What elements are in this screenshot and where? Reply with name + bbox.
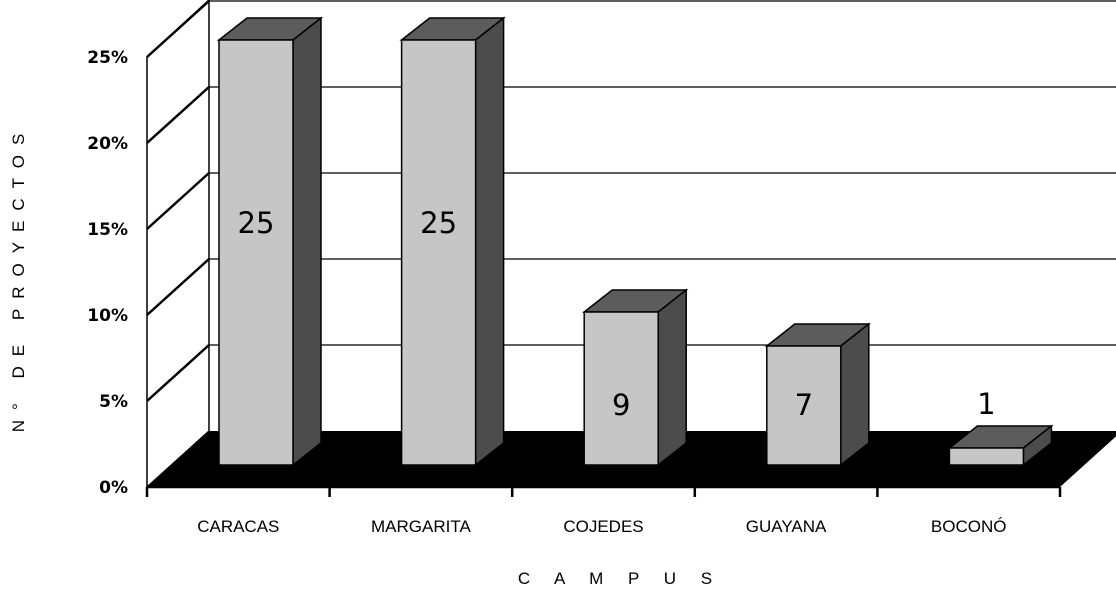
bar-side [292, 16, 322, 467]
bar-front [766, 345, 842, 466]
bar-side [474, 16, 505, 467]
x-axis-ticks: CARACAS MARGARITA COJEDES GUAYANA BOCONÓ [145, 487, 1062, 536]
y-axis-ticks: 0% 5% 10% 15% 20% 25% [87, 48, 128, 498]
y-tick-label: 0% [99, 478, 128, 498]
bar-cojedes [582, 288, 689, 467]
y-tick-label: 15% [87, 220, 128, 240]
x-tick-label: COJEDES [563, 517, 643, 536]
gridline-wall [146, 258, 210, 316]
bar-side [840, 322, 870, 467]
gridline-wall [146, 86, 210, 144]
x-axis-title: C A M P U S [518, 569, 722, 588]
y-tick-label: 25% [87, 48, 128, 68]
x-tick-label: BOCONÓ [931, 517, 1007, 536]
bar-guayana [764, 322, 871, 467]
data-label: 1 [977, 387, 995, 421]
bar-margarita [399, 16, 506, 467]
data-label: 25 [420, 206, 457, 240]
bar-front [400, 39, 477, 466]
y-tick-label: 20% [87, 134, 128, 154]
data-labels: 25 25 9 7 1 [238, 206, 996, 422]
x-tick-label: MARGARITA [371, 517, 471, 536]
data-label: 9 [612, 388, 630, 422]
x-tick-label: GUAYANA [746, 517, 827, 536]
bars [216, 16, 1054, 467]
bar-side [657, 288, 687, 467]
gridline-wall [146, 172, 210, 230]
chart-walls [146, 0, 1116, 489]
bar-front [583, 311, 659, 466]
bar-front [218, 39, 294, 466]
y-tick-label: 5% [99, 392, 128, 412]
x-tick-label: CARACAS [197, 517, 279, 536]
y-axis-title: N° DE PROYECTOS [9, 124, 28, 433]
y-tick-label: 10% [87, 306, 128, 326]
bar-front [948, 447, 1025, 466]
gridline-wall [146, 0, 210, 58]
left-wall [146, 0, 210, 489]
bar-boconó [947, 424, 1054, 467]
data-label: 25 [238, 206, 275, 240]
data-label: 7 [795, 388, 813, 422]
bar-caracas [216, 16, 324, 467]
gridline-wall [146, 344, 210, 402]
